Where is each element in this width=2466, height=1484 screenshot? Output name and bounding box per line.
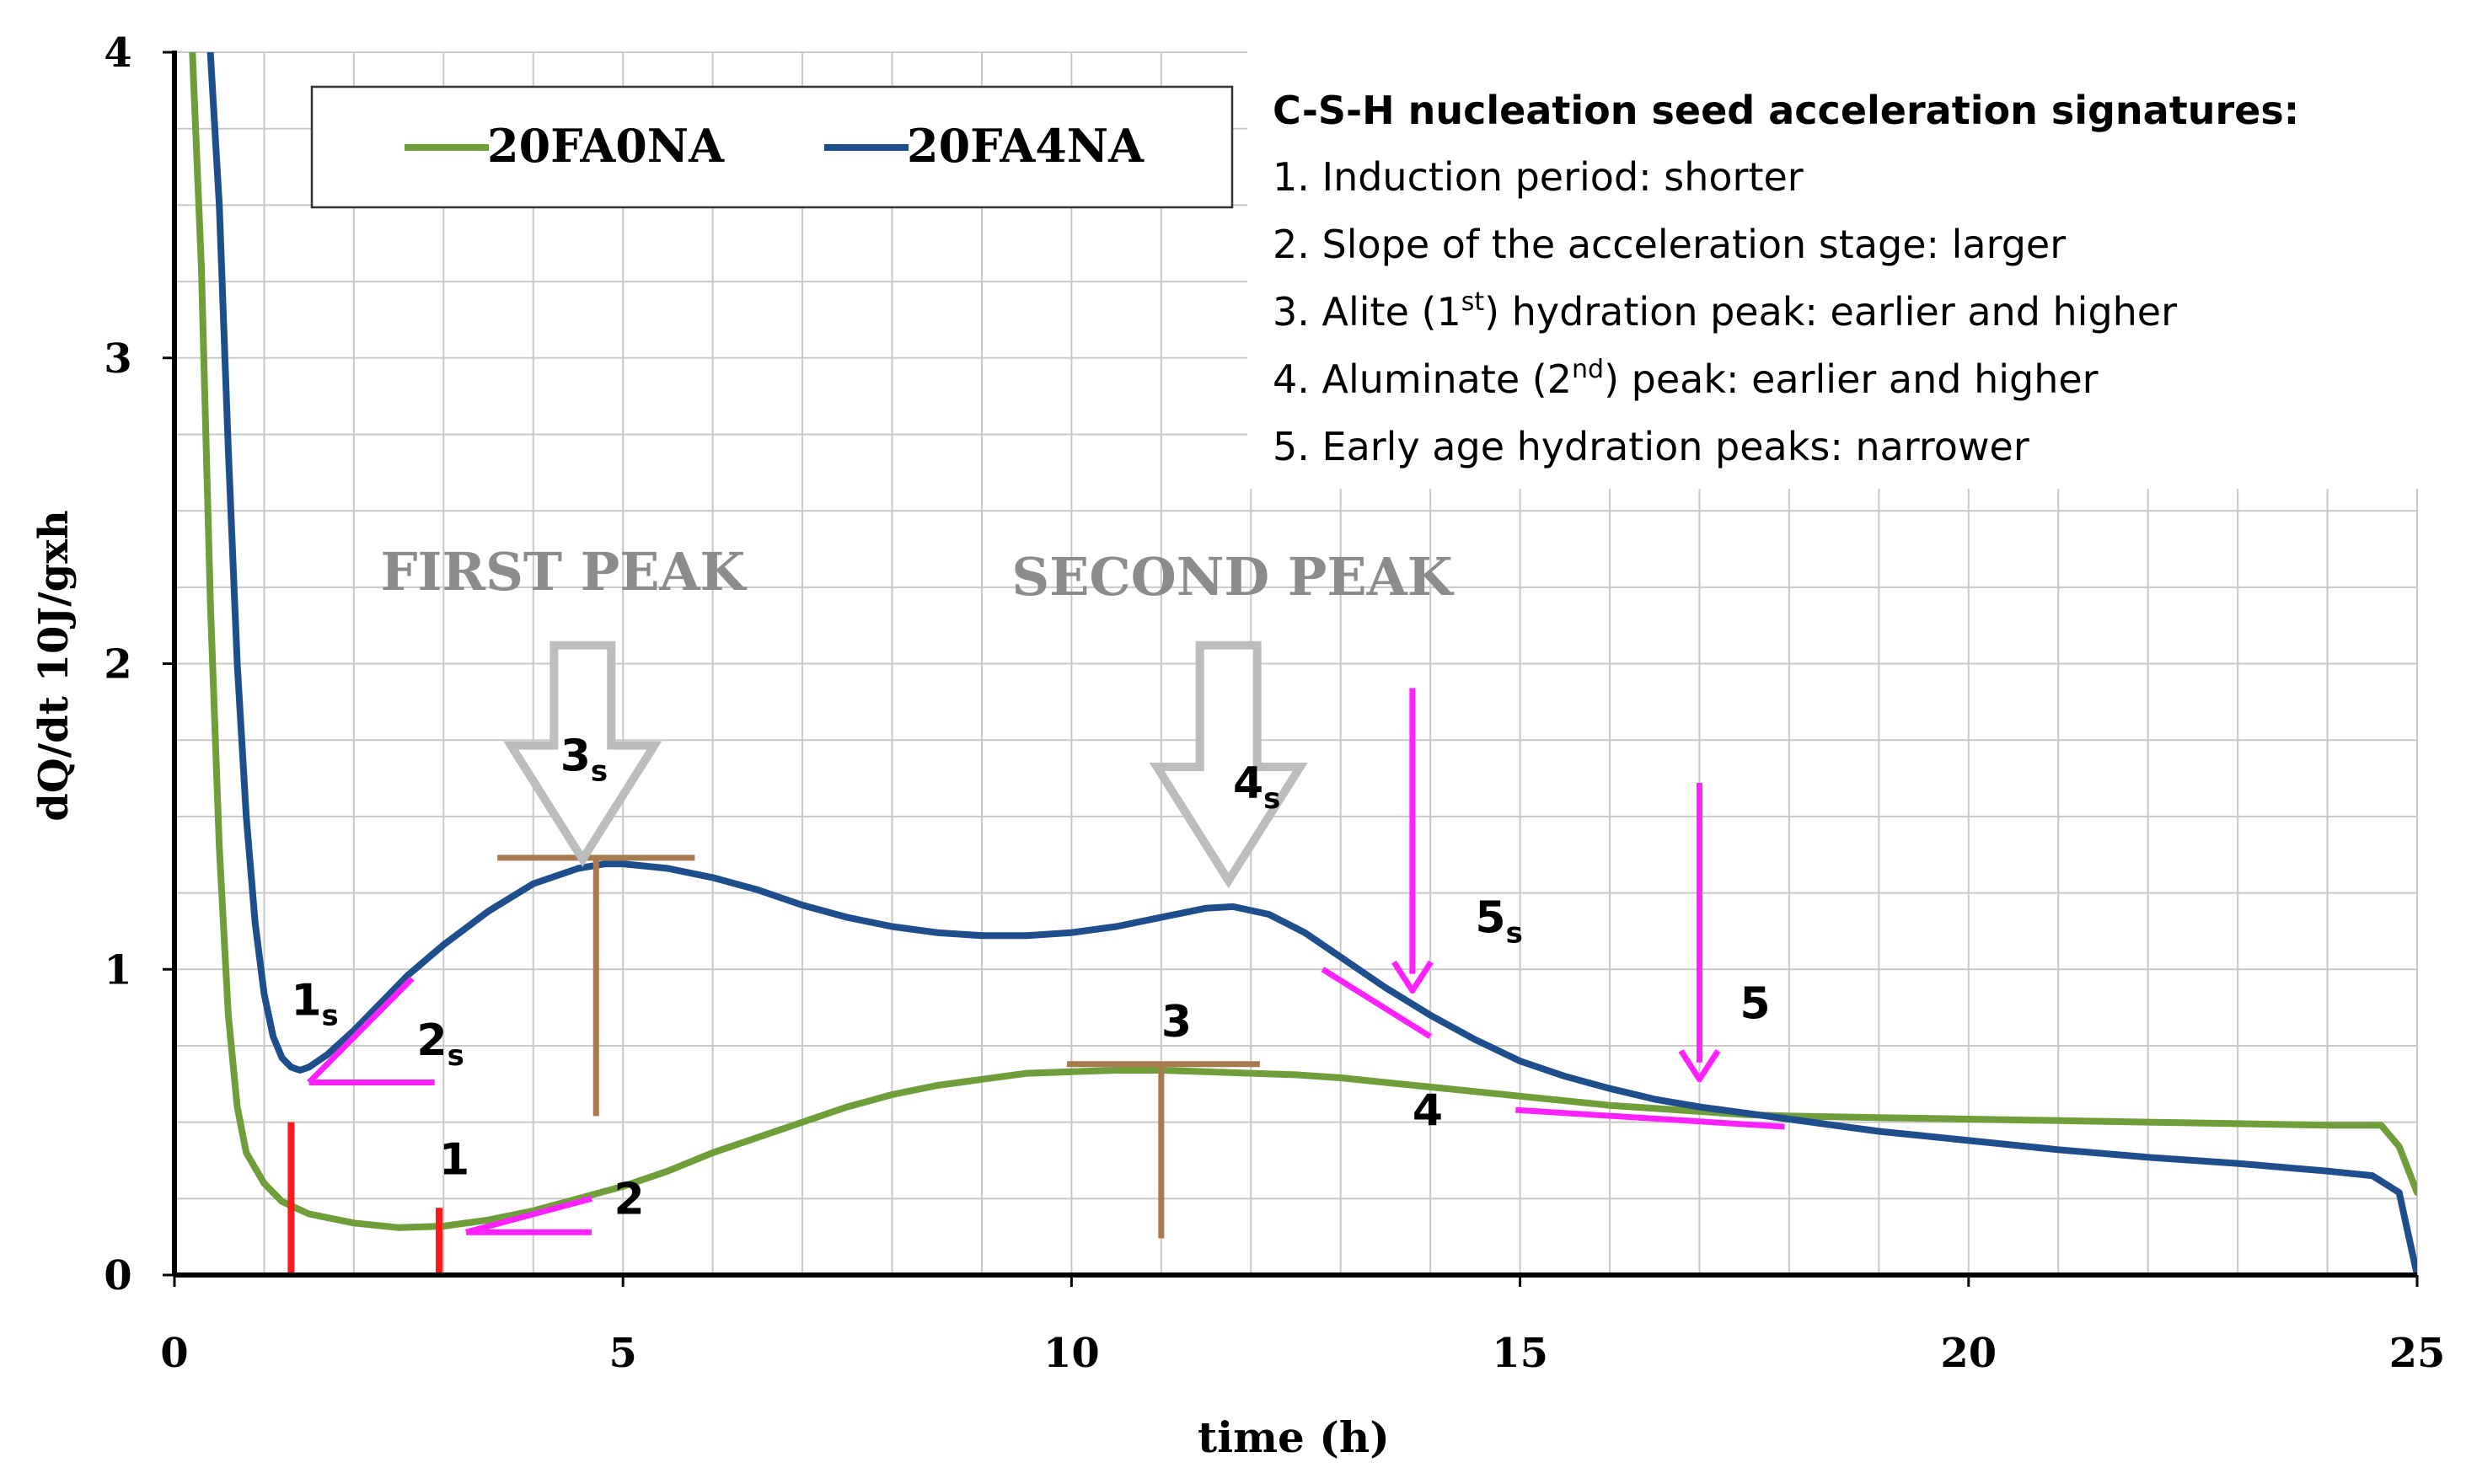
x-tick-label: 10 — [1043, 1330, 1100, 1377]
decay-slope-reference — [1515, 1106, 1785, 1130]
info-box-items: 1. Induction period: shorter 2. Slope of … — [1273, 154, 2177, 469]
second-peak-arrow — [1149, 640, 1308, 889]
info-item-2: 2. Slope of the acceleration stage: larg… — [1273, 222, 2066, 267]
legend: 20FA0NA 20FA4NA — [310, 85, 1234, 209]
y-tick-label: 4 — [104, 29, 131, 77]
label-3s: 3s — [560, 731, 608, 788]
label-4: 4 — [1413, 1085, 1443, 1136]
info-item-3: 3. Alite (1st) hydration peak: earlier a… — [1273, 287, 2177, 335]
label-3: 3 — [1161, 997, 1192, 1047]
info-item-4: 4. Aluminate (2nd) peak: earlier and hig… — [1273, 355, 2099, 402]
first-peak-arrow — [503, 640, 662, 868]
label-2: 2 — [614, 1174, 645, 1224]
info-item-5: 5. Early age hydration peaks: narrower — [1273, 424, 2029, 469]
label-2s: 2s — [416, 1015, 464, 1073]
x-tick-label: 15 — [1492, 1330, 1548, 1377]
info-box-title: C-S-H nucleation seed acceleration signa… — [1273, 88, 2299, 133]
y-tick-label: 3 — [104, 335, 131, 383]
label-1s: 1s — [291, 976, 338, 1033]
arrow-5-head — [1678, 1048, 1721, 1083]
x-axis-title: time (h) — [1198, 1412, 1390, 1462]
series-line-20FA4NA — [206, 52, 2417, 1275]
series-layer — [189, 52, 2417, 1275]
first-peak-label: FIRST PEAK — [381, 541, 748, 603]
annotation-labels: 1s 2s 3s 4s 5s 1 2 3 4 5 — [291, 731, 1770, 1224]
label-1: 1 — [439, 1134, 469, 1185]
second-peak-label: SECOND PEAK — [1011, 546, 1454, 608]
x-tick-label: 20 — [1940, 1330, 1997, 1377]
series-line-20FA0NA — [189, 52, 2417, 1231]
marker-layer — [287, 640, 1785, 1275]
y-tick-label: 1 — [104, 946, 131, 994]
y-tick-label: 0 — [104, 1252, 131, 1299]
label-4s: 4s — [1233, 758, 1280, 816]
y-axis-title: dQ/dt 10J/gxh — [30, 510, 78, 821]
x-tick-label: 0 — [160, 1330, 188, 1377]
x-tick-label: 25 — [2389, 1330, 2446, 1377]
decay-slope-seeded — [1321, 967, 1433, 1040]
label-5s: 5s — [1475, 893, 1522, 951]
legend-label-20FA4NA: 20FA4NA — [907, 119, 1145, 173]
slope-line-reference — [465, 1195, 592, 1235]
info-box: C-S-H nucleation seed acceleration signa… — [1247, 51, 2423, 489]
label-5: 5 — [1740, 978, 1770, 1029]
y-tick-label: 2 — [104, 641, 131, 688]
info-item-1: 1. Induction period: shorter — [1273, 154, 1804, 200]
legend-label-20FA0NA: 20FA0NA — [487, 119, 725, 173]
arrow-5s-head — [1391, 960, 1434, 994]
x-tick-label: 5 — [608, 1330, 636, 1377]
slope-line-seeded — [307, 976, 415, 1085]
